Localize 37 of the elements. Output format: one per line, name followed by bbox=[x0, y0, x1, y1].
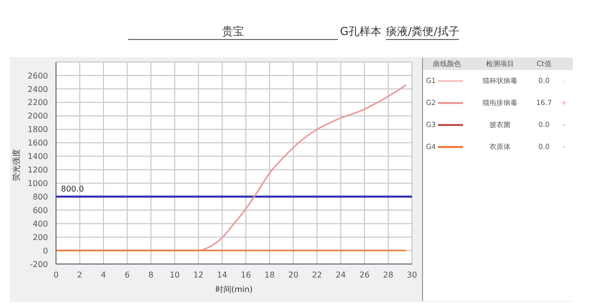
text: G孔样本 bbox=[340, 24, 382, 39]
x-tick-label: 30 bbox=[406, 270, 418, 280]
y-tick-label: 1400 bbox=[28, 152, 48, 162]
x-tick-label: 26 bbox=[359, 270, 370, 280]
y-tick-label: 1000 bbox=[28, 179, 48, 188]
x-tick-label: 8 bbox=[148, 270, 154, 280]
y-tick-label: 400 bbox=[32, 219, 48, 228]
ref-line-label: 800.0 bbox=[61, 184, 84, 194]
y-tick-label: 800 bbox=[32, 192, 48, 202]
x-tick-label: 16 bbox=[240, 270, 251, 280]
x-tick-label: 12 bbox=[193, 270, 204, 280]
x-tick-label: 14 bbox=[217, 270, 228, 280]
x-tick-label: 28 bbox=[383, 270, 394, 280]
y-axis-title: 荧光强度 bbox=[12, 149, 21, 181]
x-axis-title: 时间(min) bbox=[215, 285, 253, 294]
y-tick-label: 2000 bbox=[28, 112, 48, 121]
y-tick-label: 1800 bbox=[28, 125, 48, 134]
y-tick-label: 0 bbox=[42, 246, 48, 256]
x-tick-label: 22 bbox=[312, 270, 322, 280]
y-tick-label: 600 bbox=[32, 206, 48, 215]
text: 痰液/粪便/拭子 bbox=[386, 24, 460, 40]
x-tick-label: 2 bbox=[77, 270, 82, 280]
x-tick-label: 10 bbox=[170, 270, 180, 280]
y-tick-label: 1600 bbox=[28, 138, 48, 148]
x-tick-label: 4 bbox=[100, 270, 106, 280]
x-tick-label: 24 bbox=[336, 270, 346, 280]
x-tick-label: 0 bbox=[53, 270, 59, 280]
y-tick-label: 2400 bbox=[28, 84, 48, 94]
x-tick-label: 20 bbox=[288, 270, 298, 280]
y-tick-label: 2200 bbox=[28, 98, 48, 108]
text: 贵宝 bbox=[128, 24, 338, 40]
x-tick-label: 6 bbox=[124, 270, 130, 280]
y-tick-label: 200 bbox=[32, 232, 48, 242]
y-tick-label: 1200 bbox=[28, 166, 48, 175]
y-tick-label: -200 bbox=[30, 260, 48, 269]
x-tick-label: 18 bbox=[264, 270, 275, 280]
y-tick-label: 2600 bbox=[28, 71, 48, 80]
